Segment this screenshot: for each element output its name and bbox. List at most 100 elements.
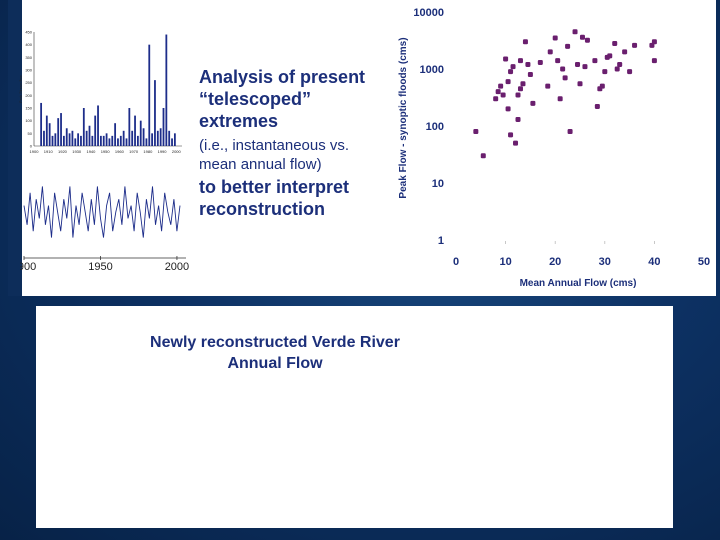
bar xyxy=(102,135,105,146)
scatter-point xyxy=(555,58,561,64)
bar xyxy=(82,108,85,146)
peak-vs-mean-scatter-chart: 1 10 100 1000 10000 0 10 20 30 40 50 Mean Annual Fl… xyxy=(398,7,710,289)
bar xyxy=(114,123,117,146)
bar xyxy=(148,44,151,146)
bar-y-tick-label: 450 xyxy=(25,30,32,35)
scatter-point xyxy=(577,81,583,87)
bar xyxy=(80,135,82,146)
scatter-y-tick-label: 1 xyxy=(438,235,444,247)
bar xyxy=(154,80,156,146)
scatter-x-tick-label: 20 xyxy=(549,256,561,268)
bottom-figure-panel xyxy=(36,306,673,528)
bar xyxy=(68,133,71,146)
scatter-y-tick-label: 10 xyxy=(432,178,444,190)
bar xyxy=(91,135,94,146)
scatter-point xyxy=(567,129,573,135)
reconstruction-title-line-2: Annual Flow xyxy=(227,355,323,372)
bar-y-tick-label: 50 xyxy=(28,131,33,136)
scatter-point xyxy=(525,61,531,67)
peak-flow-bar-chart: 0 50 100 150 200 250 300 350 400 450 1900 1910 1920 1… xyxy=(19,30,182,154)
top-figure-panel xyxy=(8,0,716,296)
scatter-point xyxy=(651,58,657,64)
bar xyxy=(162,108,165,146)
bar-x-tick-label: 1960 xyxy=(115,149,125,154)
bar xyxy=(128,108,131,146)
scatter-point xyxy=(517,58,523,64)
bar xyxy=(60,113,62,146)
bar xyxy=(111,135,114,146)
callout-line-6: to better interpret xyxy=(199,177,350,197)
bar-y-tick-label: 300 xyxy=(25,68,32,73)
line-x-tick-label: 1900 xyxy=(20,261,36,273)
callout-line-5: mean annual flow) xyxy=(199,156,322,173)
scatter-point xyxy=(527,72,533,78)
bar xyxy=(105,133,108,146)
scatter-point xyxy=(515,92,521,98)
scatter-x-tick-label: 30 xyxy=(599,256,611,268)
bar xyxy=(99,135,102,146)
callout-line-3: extremes xyxy=(199,111,279,131)
bar xyxy=(145,138,148,146)
scatter-point xyxy=(520,81,526,87)
callout-line-1: Analysis of present xyxy=(199,67,366,87)
scatter-x-tick-label: 40 xyxy=(648,256,660,268)
line-x-tick-label: 2000 xyxy=(165,261,189,273)
scatter-point xyxy=(651,39,657,45)
bar-x-tick-label: 1920 xyxy=(58,149,68,154)
line-x-tick-label: 1950 xyxy=(88,261,112,273)
reconstruction-line-chart: 1900 1950 2000 xyxy=(20,186,189,273)
reconstruction-title: Newly reconstructed Verde River Annual F… xyxy=(110,332,440,374)
scatter-point xyxy=(612,41,618,47)
scatter-point xyxy=(632,42,638,48)
scatter-point xyxy=(565,43,571,49)
scatter-point xyxy=(517,86,523,92)
bar-y-axis-label: Peak Stream flow xyxy=(19,75,23,103)
bar xyxy=(57,118,60,146)
scatter-point xyxy=(572,29,578,35)
bar xyxy=(131,130,134,146)
bar xyxy=(51,135,54,146)
bar-x-tick-label: 1940 xyxy=(86,149,96,154)
bar-y-tick-label: 350 xyxy=(25,55,32,60)
scatter-point xyxy=(584,37,590,43)
scatter-point xyxy=(547,49,553,55)
left-edge-strip xyxy=(8,0,22,296)
bar-x-tick-label: 1930 xyxy=(72,149,82,154)
bar xyxy=(108,138,111,146)
bar xyxy=(40,102,43,146)
scatter-point xyxy=(510,64,516,70)
scatter-point xyxy=(562,75,568,81)
scatter-point xyxy=(500,92,506,98)
bar xyxy=(43,130,45,146)
scatter-point xyxy=(522,39,528,45)
scatter-point xyxy=(513,140,519,146)
bar xyxy=(125,138,128,146)
bar xyxy=(54,133,57,146)
scatter-point xyxy=(505,79,511,85)
scatter-y-tick-label: 1000 xyxy=(420,64,444,76)
bar xyxy=(173,133,176,146)
scatter-point xyxy=(503,56,509,62)
bar-x-tick-label: 1950 xyxy=(101,149,111,154)
scatter-point xyxy=(617,61,623,67)
scatter-point xyxy=(505,106,511,112)
scatter-point xyxy=(602,69,608,75)
scatter-point xyxy=(480,153,486,159)
scatter-point xyxy=(493,96,499,102)
bar-x-tick-label: 1980 xyxy=(143,149,153,154)
bar-x-tick-label: 1970 xyxy=(129,149,139,154)
bar xyxy=(136,135,139,146)
scatter-point xyxy=(537,60,543,66)
scatter-point xyxy=(622,49,628,55)
callout-line-2: “telescoped” xyxy=(199,89,312,109)
bar-x-tick-label: 1900 xyxy=(30,149,40,154)
scatter-x-tick-label: 0 xyxy=(453,256,459,268)
scatter-point xyxy=(599,83,605,89)
bar-y-tick-label: 400 xyxy=(25,42,32,47)
bar xyxy=(122,130,125,146)
bar xyxy=(94,115,97,146)
scatter-point xyxy=(515,117,521,123)
scatter-point xyxy=(552,35,558,41)
scatter-x-tick-label: 50 xyxy=(698,256,710,268)
bar xyxy=(159,128,162,146)
